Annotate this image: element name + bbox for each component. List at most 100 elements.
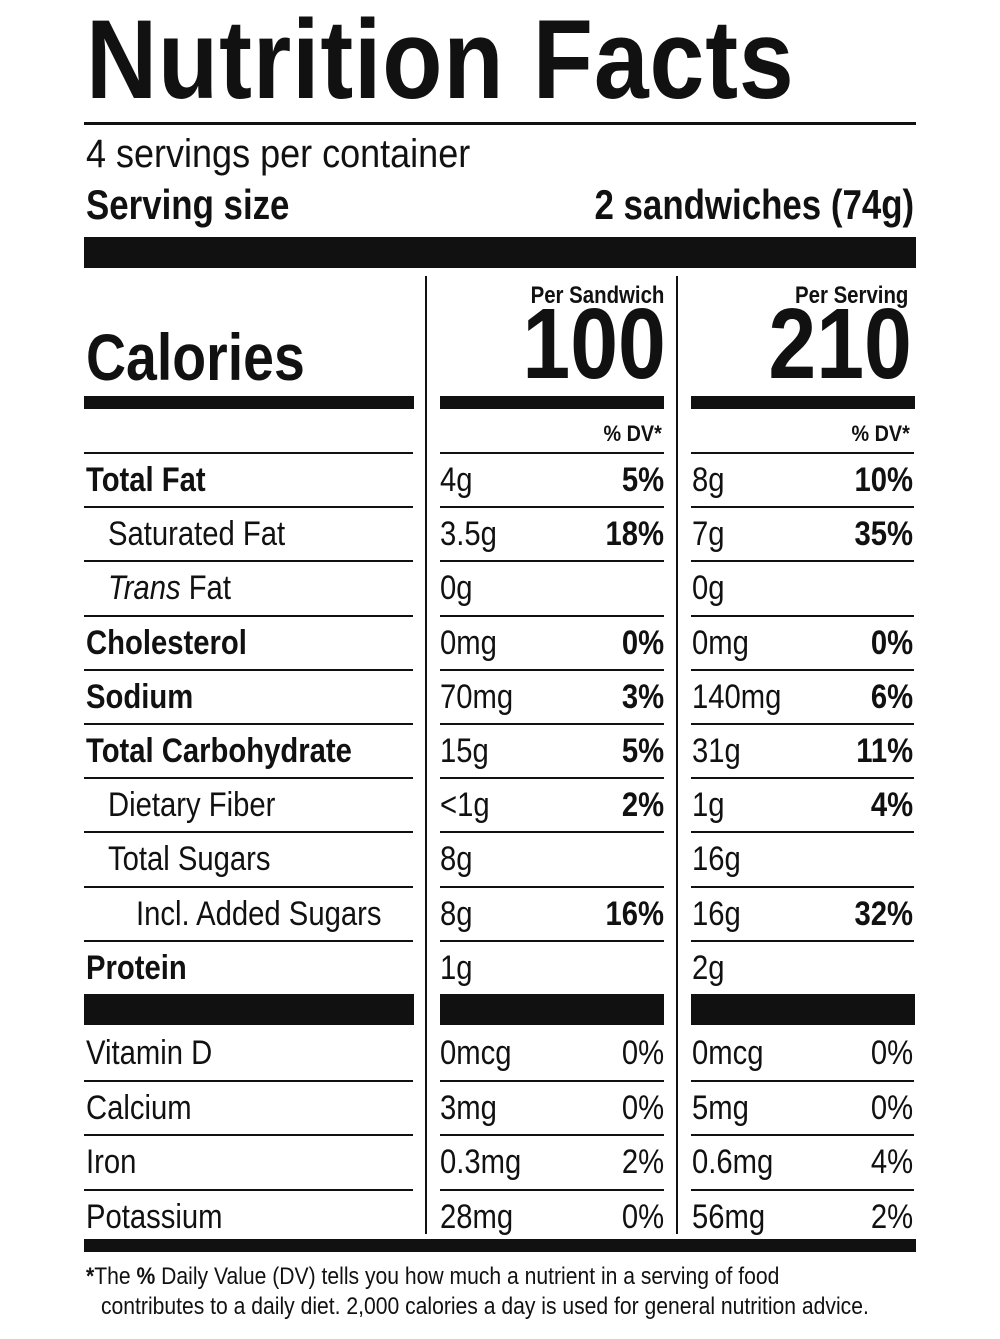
row-divider (691, 1134, 914, 1136)
sodium-dv-col2: 6% (870, 677, 913, 716)
vitamin-d-amount-col2: 0mcg (692, 1034, 764, 1072)
iron-amount-col1: 0.3mg (440, 1143, 522, 1181)
total-sugars-dv-col2 (692, 839, 913, 879)
calories-label: Calories (86, 320, 305, 394)
sodium-label: Sodium (86, 677, 194, 716)
column-separator-2 (676, 276, 678, 1234)
incl-added-sugars-dv-col2: 32% (854, 894, 913, 933)
col1-dv-heading: % DV* (603, 421, 662, 446)
row-divider (440, 939, 664, 942)
row-divider (440, 723, 664, 725)
potassium-amount-col1: 28mg (440, 1197, 514, 1236)
total-sugars-dv-col1 (440, 839, 664, 879)
row-divider (691, 723, 914, 725)
calcium-amount-col2: 5mg (692, 1088, 749, 1127)
col2-heading: Per Serving (794, 282, 908, 309)
total-carbohydrate-amount-col1: 15g (440, 732, 489, 770)
total-fat-label: Total Fat (86, 461, 206, 499)
row-divider (691, 777, 914, 780)
row-divider (691, 1188, 914, 1191)
trans-fat-dv-col1 (440, 568, 664, 608)
row-divider (84, 831, 413, 834)
row-divider (440, 1188, 664, 1191)
total-fat-dv-col1: 5% (621, 461, 664, 499)
calcium-amount-col1: 3mg (440, 1088, 497, 1127)
cholesterol-amount-col2: 0mg (692, 623, 749, 662)
potassium-label: Potassium (86, 1197, 223, 1236)
saturated-fat-label: Saturated Fat (108, 515, 286, 554)
row-divider (440, 452, 664, 454)
cholesterol-dv-col2: 0% (870, 623, 913, 662)
calories-bar-col2 (691, 396, 915, 409)
iron-label: Iron (86, 1143, 137, 1181)
col1-heading: Per Sandwich (530, 282, 664, 309)
incl-added-sugars-dv-col1: 16% (605, 894, 664, 933)
total-carbohydrate-amount-col2: 31g (692, 732, 741, 770)
saturated-fat-amount-col2: 7g (692, 515, 725, 554)
cholesterol-amount-col1: 0mg (440, 623, 497, 662)
row-divider (691, 452, 914, 454)
cholesterol-dv-col1: 0% (621, 623, 664, 662)
footnote-line-2: contributes to a daily diet. 2,000 calor… (101, 1293, 869, 1320)
row-divider (84, 1188, 413, 1191)
trans-fat-dv-col2 (692, 568, 913, 608)
row-divider (691, 614, 914, 617)
row-divider (84, 560, 413, 563)
total-sugars-amount-col2: 16g (692, 840, 741, 879)
incl-added-sugars-label: Incl. Added Sugars (136, 894, 382, 933)
dietary-fiber-label: Dietary Fiber (108, 786, 276, 825)
iron-amount-col2: 0.6mg (692, 1143, 774, 1181)
row-divider (440, 777, 664, 780)
col2-calories: 210 (768, 288, 912, 400)
row-divider (440, 831, 664, 834)
label-title: Nutrition Facts (86, 4, 891, 116)
row-divider (84, 452, 413, 454)
total-fat-dv-col2: 10% (854, 461, 913, 499)
incl-added-sugars-amount-col1: 8g (440, 894, 473, 933)
trans-fat-amount-col2: 0g (692, 569, 725, 608)
vitamin-d-dv-col2: 0% (870, 1034, 913, 1072)
total-fat-amount-col1: 4g (440, 461, 473, 499)
vitamin-d-amount-col1: 0mcg (440, 1034, 512, 1072)
row-divider (84, 723, 413, 725)
calcium-dv-col1: 0% (621, 1088, 664, 1127)
dietary-fiber-dv-col2: 4% (870, 786, 913, 825)
potassium-dv-col2: 2% (870, 1197, 913, 1236)
saturated-fat-amount-col1: 3.5g (440, 515, 497, 554)
incl-added-sugars-amount-col2: 16g (692, 894, 741, 933)
row-divider (84, 1079, 413, 1082)
row-divider (691, 560, 914, 563)
cholesterol-label: Cholesterol (86, 623, 247, 662)
col2-dv-heading: % DV* (851, 421, 910, 446)
col1-calories: 100 (522, 288, 666, 400)
row-divider (440, 506, 664, 509)
protein-dv-col2 (692, 948, 913, 988)
column-separator-1 (425, 276, 427, 1234)
footnote: *The % Daily Value (DV) tells you how mu… (86, 1262, 966, 1322)
footnote-line-1: *The % Daily Value (DV) tells you how mu… (86, 1263, 780, 1290)
total-carbohydrate-dv-col2: 11% (856, 732, 913, 770)
trans-fat-label: Trans Fat (108, 569, 231, 608)
serving-size-value: 2 sandwiches (74g) (594, 181, 914, 228)
vitamin-d-label: Vitamin D (86, 1034, 213, 1072)
protein-amount-col1: 1g (440, 948, 473, 987)
calories-bar-col1 (440, 396, 664, 409)
protein-amount-col2: 2g (692, 948, 725, 987)
row-divider (691, 831, 914, 834)
total-fat-amount-col2: 8g (692, 461, 725, 499)
total-carbohydrate-dv-col1: 5% (621, 732, 664, 770)
sodium-dv-col1: 3% (621, 677, 664, 716)
row-divider (440, 614, 664, 617)
protein-dv-col1 (440, 948, 664, 988)
dietary-fiber-amount-col1: <1g (440, 786, 490, 825)
row-divider (84, 777, 413, 780)
dietary-fiber-amount-col2: 1g (692, 786, 725, 825)
row-divider (84, 506, 413, 509)
vitamin-bar-col2 (691, 994, 915, 1025)
title-divider (84, 122, 916, 125)
saturated-fat-dv-col2: 35% (854, 515, 913, 554)
serving-size-thick-bar (84, 237, 916, 268)
servings-per-container: 4 servings per container (86, 132, 471, 176)
calcium-dv-col2: 0% (870, 1088, 913, 1127)
row-divider (84, 939, 413, 942)
